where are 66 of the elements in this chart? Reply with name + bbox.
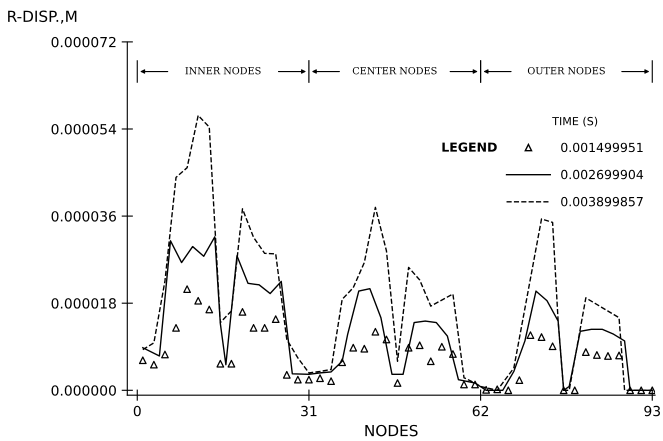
point	[138, 356, 147, 364]
point	[316, 374, 324, 382]
point	[460, 380, 468, 388]
point	[548, 342, 556, 350]
y-tick-label: 0.000018	[52, 298, 116, 309]
legend-label: 0.001499951	[561, 142, 643, 152]
point	[382, 336, 390, 344]
x-axis-title: NODES	[365, 424, 418, 436]
point	[593, 351, 601, 359]
y-tick-label: 0.000000	[52, 385, 116, 396]
point	[449, 350, 457, 358]
point	[194, 296, 202, 305]
point	[438, 342, 446, 351]
y-tick-label: 0.000036	[52, 211, 116, 222]
point	[515, 376, 524, 384]
point	[294, 376, 302, 384]
point	[260, 324, 269, 332]
point	[526, 331, 534, 340]
annotation: LEGEND	[442, 142, 497, 152]
legend-label: 0.003899857	[561, 196, 643, 206]
point	[238, 308, 246, 316]
point	[205, 306, 214, 314]
x-tick-label: 0	[134, 406, 141, 416]
point	[282, 370, 291, 379]
point	[426, 357, 435, 366]
point	[416, 341, 424, 350]
annotation: CENTER NODES	[352, 66, 437, 74]
point	[228, 360, 236, 368]
legend-label: 0.002699904	[561, 170, 644, 180]
y-tick-label: 0.000072	[52, 36, 116, 48]
point	[471, 380, 479, 388]
annotation: INNER NODES	[185, 66, 261, 74]
point	[272, 315, 280, 324]
point	[172, 324, 180, 332]
y-tick-label: 0.000054	[52, 124, 116, 134]
annotation: OUTER NODES	[528, 66, 605, 74]
point	[615, 352, 623, 360]
point	[305, 376, 313, 384]
y-axis-title: R-DISP.,M	[8, 10, 76, 24]
point	[604, 352, 612, 360]
point	[560, 386, 568, 394]
point	[394, 379, 402, 387]
point	[626, 386, 634, 394]
point	[216, 360, 224, 368]
point	[570, 386, 579, 394]
point	[582, 348, 590, 356]
legend-title: TIME (S)	[552, 116, 598, 127]
point	[161, 350, 169, 358]
point	[493, 385, 502, 394]
point	[360, 344, 368, 353]
point	[637, 386, 646, 394]
point	[538, 333, 546, 341]
x-tick-label: 93	[644, 406, 660, 416]
point	[349, 344, 358, 352]
x-tick-label: 31	[301, 406, 316, 416]
point	[648, 386, 656, 394]
point	[327, 377, 335, 385]
point	[183, 285, 191, 294]
point	[250, 324, 258, 332]
point	[338, 358, 346, 366]
point	[372, 328, 380, 336]
point	[404, 344, 412, 352]
point	[482, 386, 490, 394]
point	[504, 386, 512, 394]
x-tick-label: 62	[472, 406, 488, 416]
point	[150, 360, 158, 369]
